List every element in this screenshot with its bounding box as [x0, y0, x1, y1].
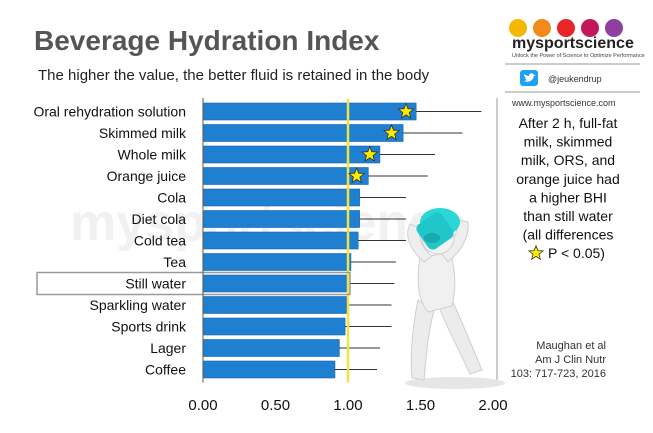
category-label-whole-milk: Whole milk: [118, 147, 187, 163]
bar-skimmed-milk: [202, 124, 404, 142]
category-label-diet-cola: Diet cola: [132, 211, 187, 227]
chart-title: Beverage Hydration Index: [34, 25, 380, 56]
citation-line: Maughan et al: [536, 340, 606, 352]
bar-lager: [202, 339, 340, 357]
citation-line: Am J Clin Nutr: [535, 354, 606, 366]
category-label-coffee: Coffee: [145, 362, 186, 378]
brand-dot: [581, 19, 599, 37]
x-tick-label: 0.00: [188, 397, 217, 414]
category-label-skimmed-milk: Skimmed milk: [99, 125, 187, 141]
citation-block: Maughan et al Am J Clin Nutr 103: 717-723,…: [511, 340, 607, 380]
bar-coffee: [202, 360, 336, 379]
significance-star-orange-juice: [348, 166, 366, 184]
note-line: After 2 h, full-fat: [519, 115, 618, 131]
website-text: www.mysportscience.com: [511, 98, 616, 108]
bar-tea: [202, 253, 352, 271]
category-label-orange-juice: Orange juice: [107, 168, 187, 184]
bar-chart: Oral rehydration solution Skimmed milk Who…: [33, 98, 508, 414]
drink-bottle-icon: [416, 208, 460, 250]
significance-star-oral-rehydration-solution: [397, 102, 415, 119]
citation-line: 103: 717-723, 2016: [511, 368, 606, 380]
note-line: than still water: [523, 208, 613, 224]
bar-oral-rehydration-solution: [202, 102, 417, 121]
note-line: milk, ORS, and: [521, 152, 615, 168]
bar-still-water: [202, 274, 349, 293]
x-tick-label: 2.00: [478, 397, 507, 414]
note-star-line: P < 0.05): [548, 245, 605, 261]
significance-stars-group: [348, 102, 415, 184]
category-label-cola: Cola: [157, 190, 186, 206]
bar-sparkling-water: [202, 296, 347, 314]
bar-orange-juice: [202, 167, 369, 185]
bar-whole-milk: [202, 145, 381, 164]
note-line: a higher BHI: [529, 189, 607, 205]
twitter-icon: [520, 70, 538, 86]
brand-dot: [605, 19, 623, 37]
x-tick-label: 1.50: [406, 397, 435, 414]
chart-subtitle: The higher the value, the better fluid i…: [38, 67, 430, 84]
bar-cold-tea: [202, 231, 359, 250]
significance-star-skimmed-milk: [382, 123, 401, 141]
category-label-lager: Lager: [150, 340, 186, 356]
significance-star-whole-milk: [361, 145, 379, 162]
category-label-cold-tea: Cold tea: [134, 233, 186, 249]
category-label-still-water: Still water: [125, 276, 186, 292]
brand-dot: [533, 19, 551, 37]
highlight-box: [36, 271, 351, 296]
note-star-icon: [527, 244, 545, 261]
brand-tagline: Unlock the Power of Science to Optimize …: [512, 53, 645, 59]
brand-dot: [557, 19, 575, 37]
note-line: milk, skimmed: [524, 134, 613, 150]
note-line: (all differences: [523, 227, 614, 243]
x-tick-label: 1.00: [333, 397, 362, 414]
brand-logo-dots: [509, 19, 623, 37]
note-line: orange juice had: [516, 171, 620, 187]
x-axis: 0.00 0.50 1.00 1.50 2.00: [188, 98, 508, 414]
brand-name: mysportscience: [512, 35, 634, 52]
bar-sports-drink: [202, 317, 346, 336]
twitter-handle: @jeukendrup: [548, 74, 602, 84]
bar-diet-cola: [202, 210, 360, 228]
bar-cola: [202, 188, 360, 207]
drinking-figure-illustration: [405, 208, 505, 389]
bars-group: [202, 102, 417, 379]
error-bars-group: [334, 111, 482, 370]
category-label-oral-rehydration-solution: Oral rehydration solution: [33, 104, 186, 120]
x-tick-label: 0.50: [261, 397, 290, 414]
brand-dot: [509, 19, 527, 37]
category-labels-group: Oral rehydration solution Skimmed milk Who…: [33, 104, 351, 378]
category-label-sparkling-water: Sparkling water: [90, 297, 187, 313]
category-label-tea: Tea: [163, 254, 186, 270]
finding-note: After 2 h, full-fat milk, skimmed milk, OR…: [516, 115, 620, 261]
category-label-sports-drink: Sports drink: [111, 319, 187, 335]
